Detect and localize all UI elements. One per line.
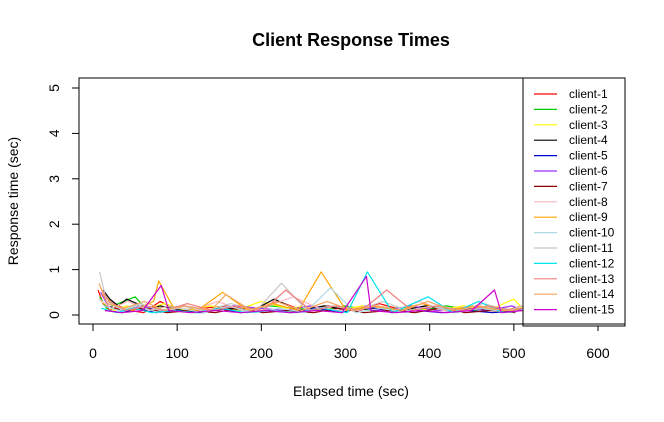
- series-line-client-14: [98, 282, 523, 312]
- legend-item-client-7: client-7: [534, 179, 608, 193]
- legend-label: client-13: [569, 272, 615, 286]
- legend-item-client-14: client-14: [534, 287, 615, 301]
- legend-label: client-15: [569, 303, 615, 317]
- legend-item-client-10: client-10: [534, 226, 615, 240]
- legend-item-client-5: client-5: [534, 149, 608, 163]
- legend-item-client-4: client-4: [534, 133, 608, 147]
- legend-label: client-8: [569, 195, 608, 209]
- series-line-client-15: [104, 275, 523, 314]
- y-tick-label: 0: [46, 311, 62, 319]
- plot-frame: [78, 77, 626, 325]
- legend-label: client-12: [569, 256, 615, 270]
- series-line-client-10: [103, 287, 523, 314]
- legend-item-client-9: client-9: [534, 210, 608, 224]
- legend-item-client-2: client-2: [534, 102, 608, 116]
- chart-title: Client Response Times: [252, 30, 450, 50]
- y-tick-label: 1: [46, 265, 62, 273]
- y-tick-label: 4: [46, 129, 62, 137]
- legend-label: client-10: [569, 226, 615, 240]
- legend-item-client-1: client-1: [534, 87, 608, 101]
- legend-label: client-9: [569, 210, 608, 224]
- x-tick-label: 600: [586, 345, 610, 361]
- legend-item-client-3: client-3: [534, 118, 608, 132]
- y-tick-label: 3: [46, 175, 62, 183]
- x-tick-label: 200: [250, 345, 274, 361]
- legend-item-client-12: client-12: [534, 256, 615, 270]
- x-tick-label: 0: [89, 345, 97, 361]
- legend-item-client-8: client-8: [534, 195, 608, 209]
- legend-label: client-6: [569, 164, 608, 178]
- x-tick-label: 100: [165, 345, 189, 361]
- legend-label: client-1: [569, 87, 608, 101]
- x-axis-label: Elapsed time (sec): [293, 383, 409, 399]
- legend-item-client-13: client-13: [534, 272, 615, 286]
- y-tick-label: 5: [46, 84, 62, 92]
- legend-label: client-14: [569, 287, 615, 301]
- legend-label: client-3: [569, 118, 608, 132]
- legend-item-client-15: client-15: [534, 303, 615, 317]
- legend-label: client-7: [569, 179, 608, 193]
- legend-label: client-11: [569, 241, 614, 255]
- legend-label: client-2: [569, 102, 608, 116]
- y-axis-label: Response time (sec): [5, 137, 21, 265]
- x-tick-label: 400: [418, 345, 442, 361]
- y-tick-label: 2: [46, 220, 62, 228]
- x-tick-label: 500: [502, 345, 526, 361]
- legend-item-client-11: client-11: [534, 241, 614, 255]
- legend-item-client-6: client-6: [534, 164, 608, 178]
- legend-label: client-4: [569, 133, 608, 147]
- legend-label: client-5: [569, 149, 608, 163]
- series-layer: [97, 271, 523, 314]
- x-tick-label: 300: [334, 345, 358, 361]
